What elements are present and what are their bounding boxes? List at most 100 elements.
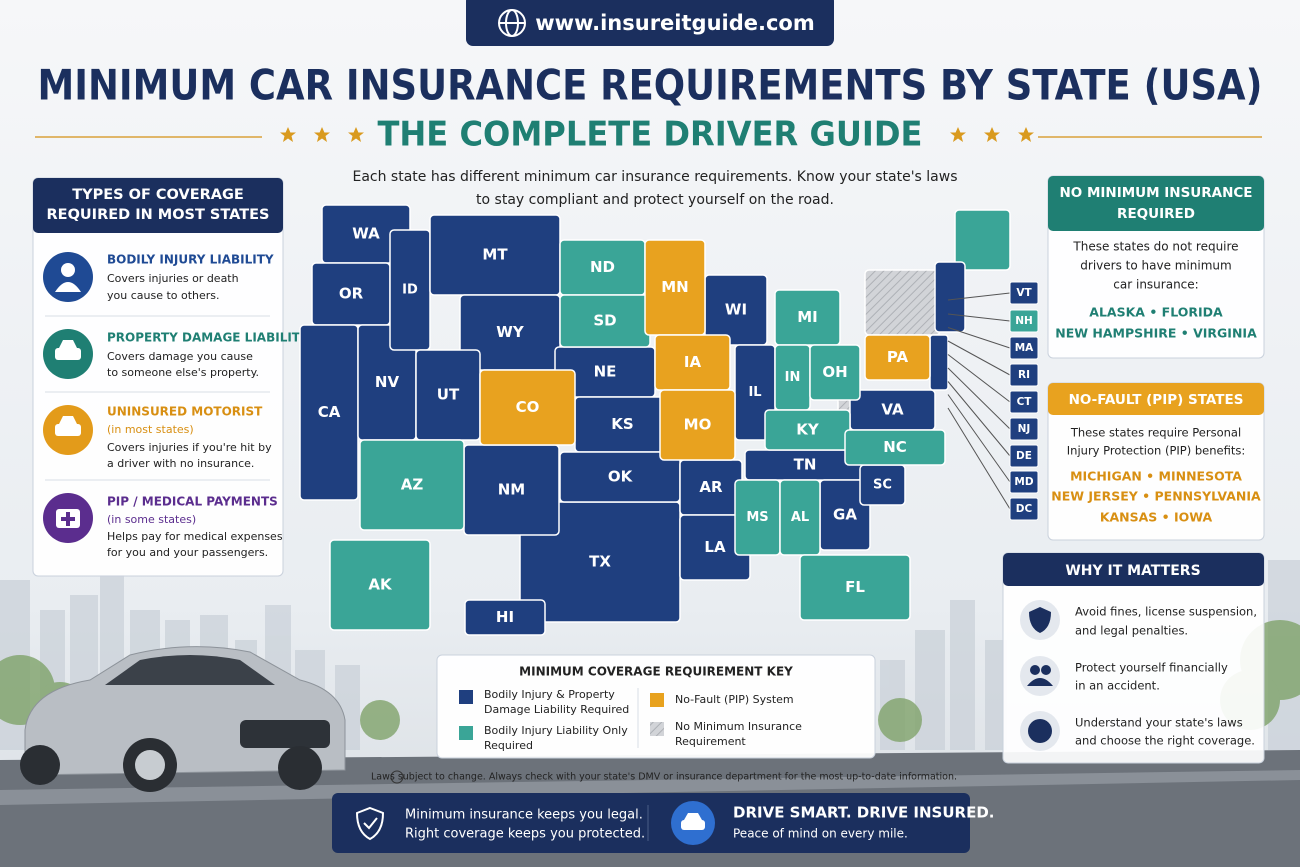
item-desc: you cause to others.: [107, 289, 220, 302]
state-label: WY: [496, 323, 525, 341]
state-list: MICHIGAN • MINNESOTA: [1070, 469, 1242, 484]
leader-line: [947, 327, 1011, 349]
callout-label: RI: [1018, 369, 1030, 381]
leader-line: [947, 340, 1011, 376]
state-label: OK: [608, 468, 634, 486]
callout-label: MD: [1014, 476, 1033, 488]
callout-box: [1009, 336, 1039, 360]
panel-title: TYPES OF COVERAGE: [72, 187, 244, 203]
state: [659, 389, 736, 461]
key-label: Requirement: [675, 735, 746, 748]
panel-text: These states do not require: [1072, 240, 1238, 254]
panel-text: car insurance:: [1113, 278, 1198, 292]
no-minimum-panel: [1047, 175, 1265, 359]
panel-title: NO MINIMUM INSURANCE: [1059, 185, 1252, 201]
state-label: MI: [797, 308, 818, 326]
state-label: LA: [704, 538, 726, 556]
item-desc: Covers damage you cause: [107, 350, 253, 363]
callout-label: VT: [1016, 287, 1032, 299]
state-label: OH: [822, 363, 847, 381]
state-label: NV: [375, 373, 400, 391]
state-label: IA: [684, 353, 702, 371]
key-swatch: [650, 722, 664, 736]
subtitle: THE COMPLETE DRIVER GUIDE: [378, 115, 923, 155]
footer-sub: Peace of mind on every mile.: [733, 827, 908, 841]
callout-box: [1009, 470, 1039, 494]
callout-label: DE: [1016, 450, 1032, 462]
state-label: AR: [699, 478, 723, 496]
map: WA OR CA NV ID MT WY UT TX NM NE KS OK AR LA WI IL TN GA SC…: [299, 204, 1039, 636]
panel-title: NO-FAULT (PIP) STATES: [1069, 392, 1244, 408]
callout-label: NJ: [1018, 423, 1031, 435]
key-swatch: [459, 726, 473, 740]
item-desc: Helps pay for medical expenses: [107, 530, 283, 543]
callout-box: [1009, 444, 1039, 468]
state-label: SC: [873, 478, 892, 493]
key-label: Bodily Injury & Property: [484, 688, 615, 701]
state-label: SD: [593, 312, 616, 330]
state: [359, 439, 465, 531]
leader-line: [947, 292, 1011, 301]
state-list: NEW JERSEY • PENNSYLVANIA: [1051, 489, 1261, 504]
intro: Each state has different minimum car ins…: [352, 169, 957, 185]
item-note: (in some states): [107, 513, 196, 526]
item-title: PROPERTY DAMAGE LIABILITY: [107, 331, 309, 345]
item-title: PIP / MEDICAL PAYMENTS: [107, 495, 278, 509]
key-swatch: [650, 693, 664, 707]
callout-box: [1009, 363, 1039, 387]
item-desc: Covers injuries if you're hit by: [107, 441, 272, 454]
panel-text: These states require Personal: [1070, 426, 1241, 440]
state: [864, 334, 931, 381]
state-label: HI: [496, 608, 514, 626]
why-text: and choose the right coverage.: [1075, 734, 1255, 748]
panel-text: drivers to have minimum: [1080, 259, 1231, 273]
key-label: Required: [484, 739, 533, 752]
state-label: NC: [883, 438, 907, 456]
state-label: MT: [482, 246, 508, 264]
state-label: KS: [611, 415, 633, 433]
key-label: No-Fault (PIP) System: [675, 693, 794, 706]
why-panel: [1002, 552, 1265, 764]
state: [844, 429, 946, 466]
title: MINIMUM CAR INSURANCE REQUIREMENTS BY ST…: [38, 61, 1263, 110]
callout-box: [1009, 281, 1039, 305]
state-label: AK: [368, 576, 393, 594]
state-label: NM: [498, 481, 525, 499]
state-label: UT: [437, 386, 460, 404]
panel-title: REQUIRED IN MOST STATES: [47, 207, 270, 223]
state-label: NE: [594, 363, 617, 381]
leader-line: [947, 367, 1011, 430]
callout-label: DC: [1016, 503, 1033, 515]
key-label: No Minimum Insurance: [675, 720, 802, 733]
state-label: AL: [791, 510, 809, 525]
callout-label: MA: [1015, 342, 1034, 354]
state-label: ND: [590, 258, 615, 276]
state-label: FL: [845, 578, 865, 596]
leader-line: [947, 354, 1011, 403]
why-text: Avoid fines, license suspension,: [1075, 605, 1257, 619]
footer-text: Minimum insurance keeps you legal.: [405, 808, 643, 823]
state-label: MN: [661, 278, 688, 296]
info-icon: [390, 770, 404, 784]
coverage-panel: [32, 177, 284, 577]
leader-line: [947, 407, 1011, 510]
car: [20, 646, 346, 792]
disclaimer: Laws subject to change. Always check wit…: [371, 772, 957, 783]
why-text: in an accident.: [1075, 679, 1160, 693]
state-label: CO: [516, 398, 540, 416]
callout-box: [1009, 497, 1039, 521]
state-label: PA: [887, 348, 909, 366]
footer-text: Right coverage keeps you protected.: [405, 827, 645, 842]
state-label: TN: [794, 456, 817, 474]
state: [464, 599, 546, 636]
item-desc: for you and your passengers.: [107, 546, 268, 559]
road-stripe: [0, 770, 1300, 805]
item-note: (in most states): [107, 423, 194, 436]
url: www.insureitguide.com: [535, 11, 814, 35]
state: [799, 554, 911, 621]
state-list: NEW HAMPSHIRE • VIRGINIA: [1055, 326, 1257, 341]
callout-box: [1009, 390, 1039, 414]
state-label: GA: [833, 506, 857, 524]
state-label: IL: [748, 385, 761, 400]
